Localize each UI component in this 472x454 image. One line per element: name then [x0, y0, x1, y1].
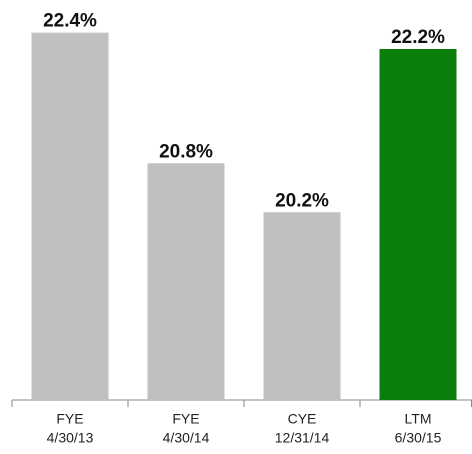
value-label: 22.4% — [43, 11, 97, 32]
x-tick-label: 4/30/14 — [163, 430, 210, 446]
value-label: 20.8% — [159, 141, 213, 162]
bar — [31, 32, 109, 400]
x-tick-label: LTM — [405, 411, 432, 427]
x-tick-label: 4/30/13 — [47, 430, 94, 446]
x-tick-label: CYE — [288, 411, 317, 427]
x-tick-label: 6/30/15 — [395, 430, 442, 446]
x-tick-label: FYE — [172, 411, 199, 427]
x-tick-label: 12/31/14 — [275, 430, 330, 446]
bar — [263, 212, 341, 400]
x-tick-label: FYE — [56, 411, 83, 427]
value-label: 22.2% — [391, 27, 445, 48]
value-label: 20.2% — [275, 190, 329, 211]
bar — [379, 48, 457, 401]
bar — [147, 163, 225, 400]
